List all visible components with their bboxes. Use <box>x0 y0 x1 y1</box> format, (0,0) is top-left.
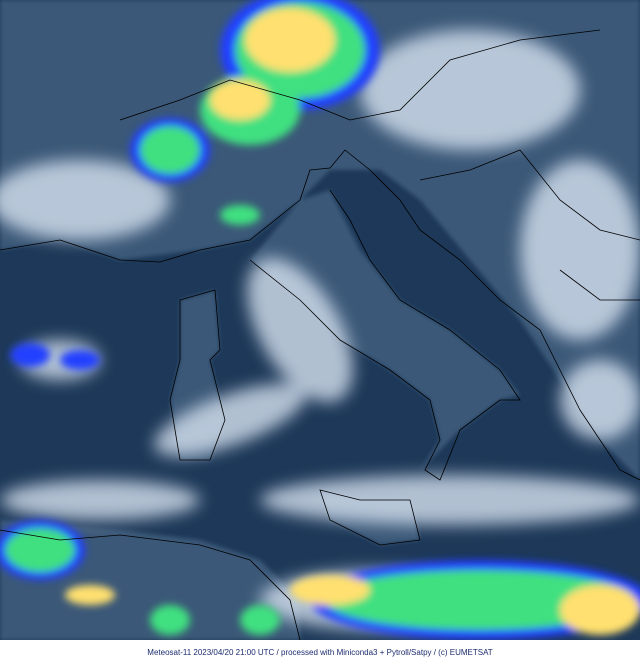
satellite-image <box>0 0 640 640</box>
image-caption: Meteosat-11 2023/04/20 21:00 UTC / proce… <box>0 640 640 664</box>
coastlines-and-borders <box>0 29 640 640</box>
